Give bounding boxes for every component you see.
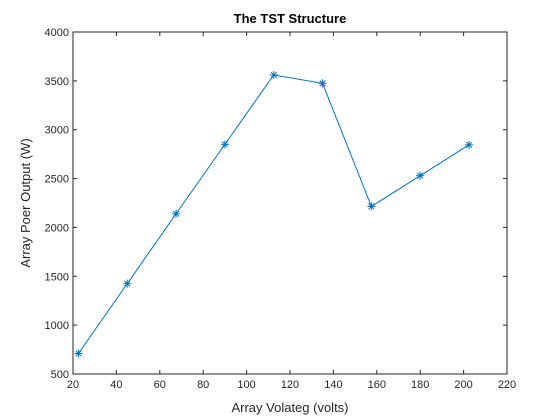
data-point [465,140,474,149]
x-tick-label: 60 [154,379,166,391]
y-tick-label: 1500 [45,271,69,283]
y-tick-label: 3000 [45,125,69,137]
data-point [172,209,181,218]
x-tick-label: 120 [281,379,299,391]
x-tick-label: 100 [237,379,255,391]
data-point [123,279,132,288]
data-point [269,70,278,79]
data-point [74,349,83,358]
data-point [220,140,229,149]
x-tick-label: 20 [67,379,79,391]
data-point [367,202,376,211]
data-point [318,79,327,88]
y-tick-label: 500 [51,369,69,381]
x-tick-label: 80 [197,379,209,391]
y-tick-label: 4000 [45,27,69,39]
y-tick-label: 1000 [45,320,69,332]
y-tick-label: 2500 [45,174,69,186]
series-group [74,70,474,358]
x-tick-label: 220 [498,379,516,391]
data-point [416,171,425,180]
axis-ticks: 20 40 60 80 100 120 140 160 180 200 220 500 1000 1500… [45,27,517,391]
y-tick-label: 3500 [45,76,69,88]
x-tick-label: 200 [454,379,472,391]
x-tick-label: 40 [110,379,122,391]
plot-frame [72,31,508,375]
x-axis-label: Array Volateg (volts) [231,400,348,415]
y-axis-label: Array Poer Output (W) [18,138,33,267]
x-tick-label: 160 [368,379,386,391]
x-tick-label: 180 [411,379,429,391]
x-tick-label: 140 [324,379,342,391]
y-tick-label: 2000 [45,222,69,234]
chart-title: The TST Structure [234,11,347,26]
